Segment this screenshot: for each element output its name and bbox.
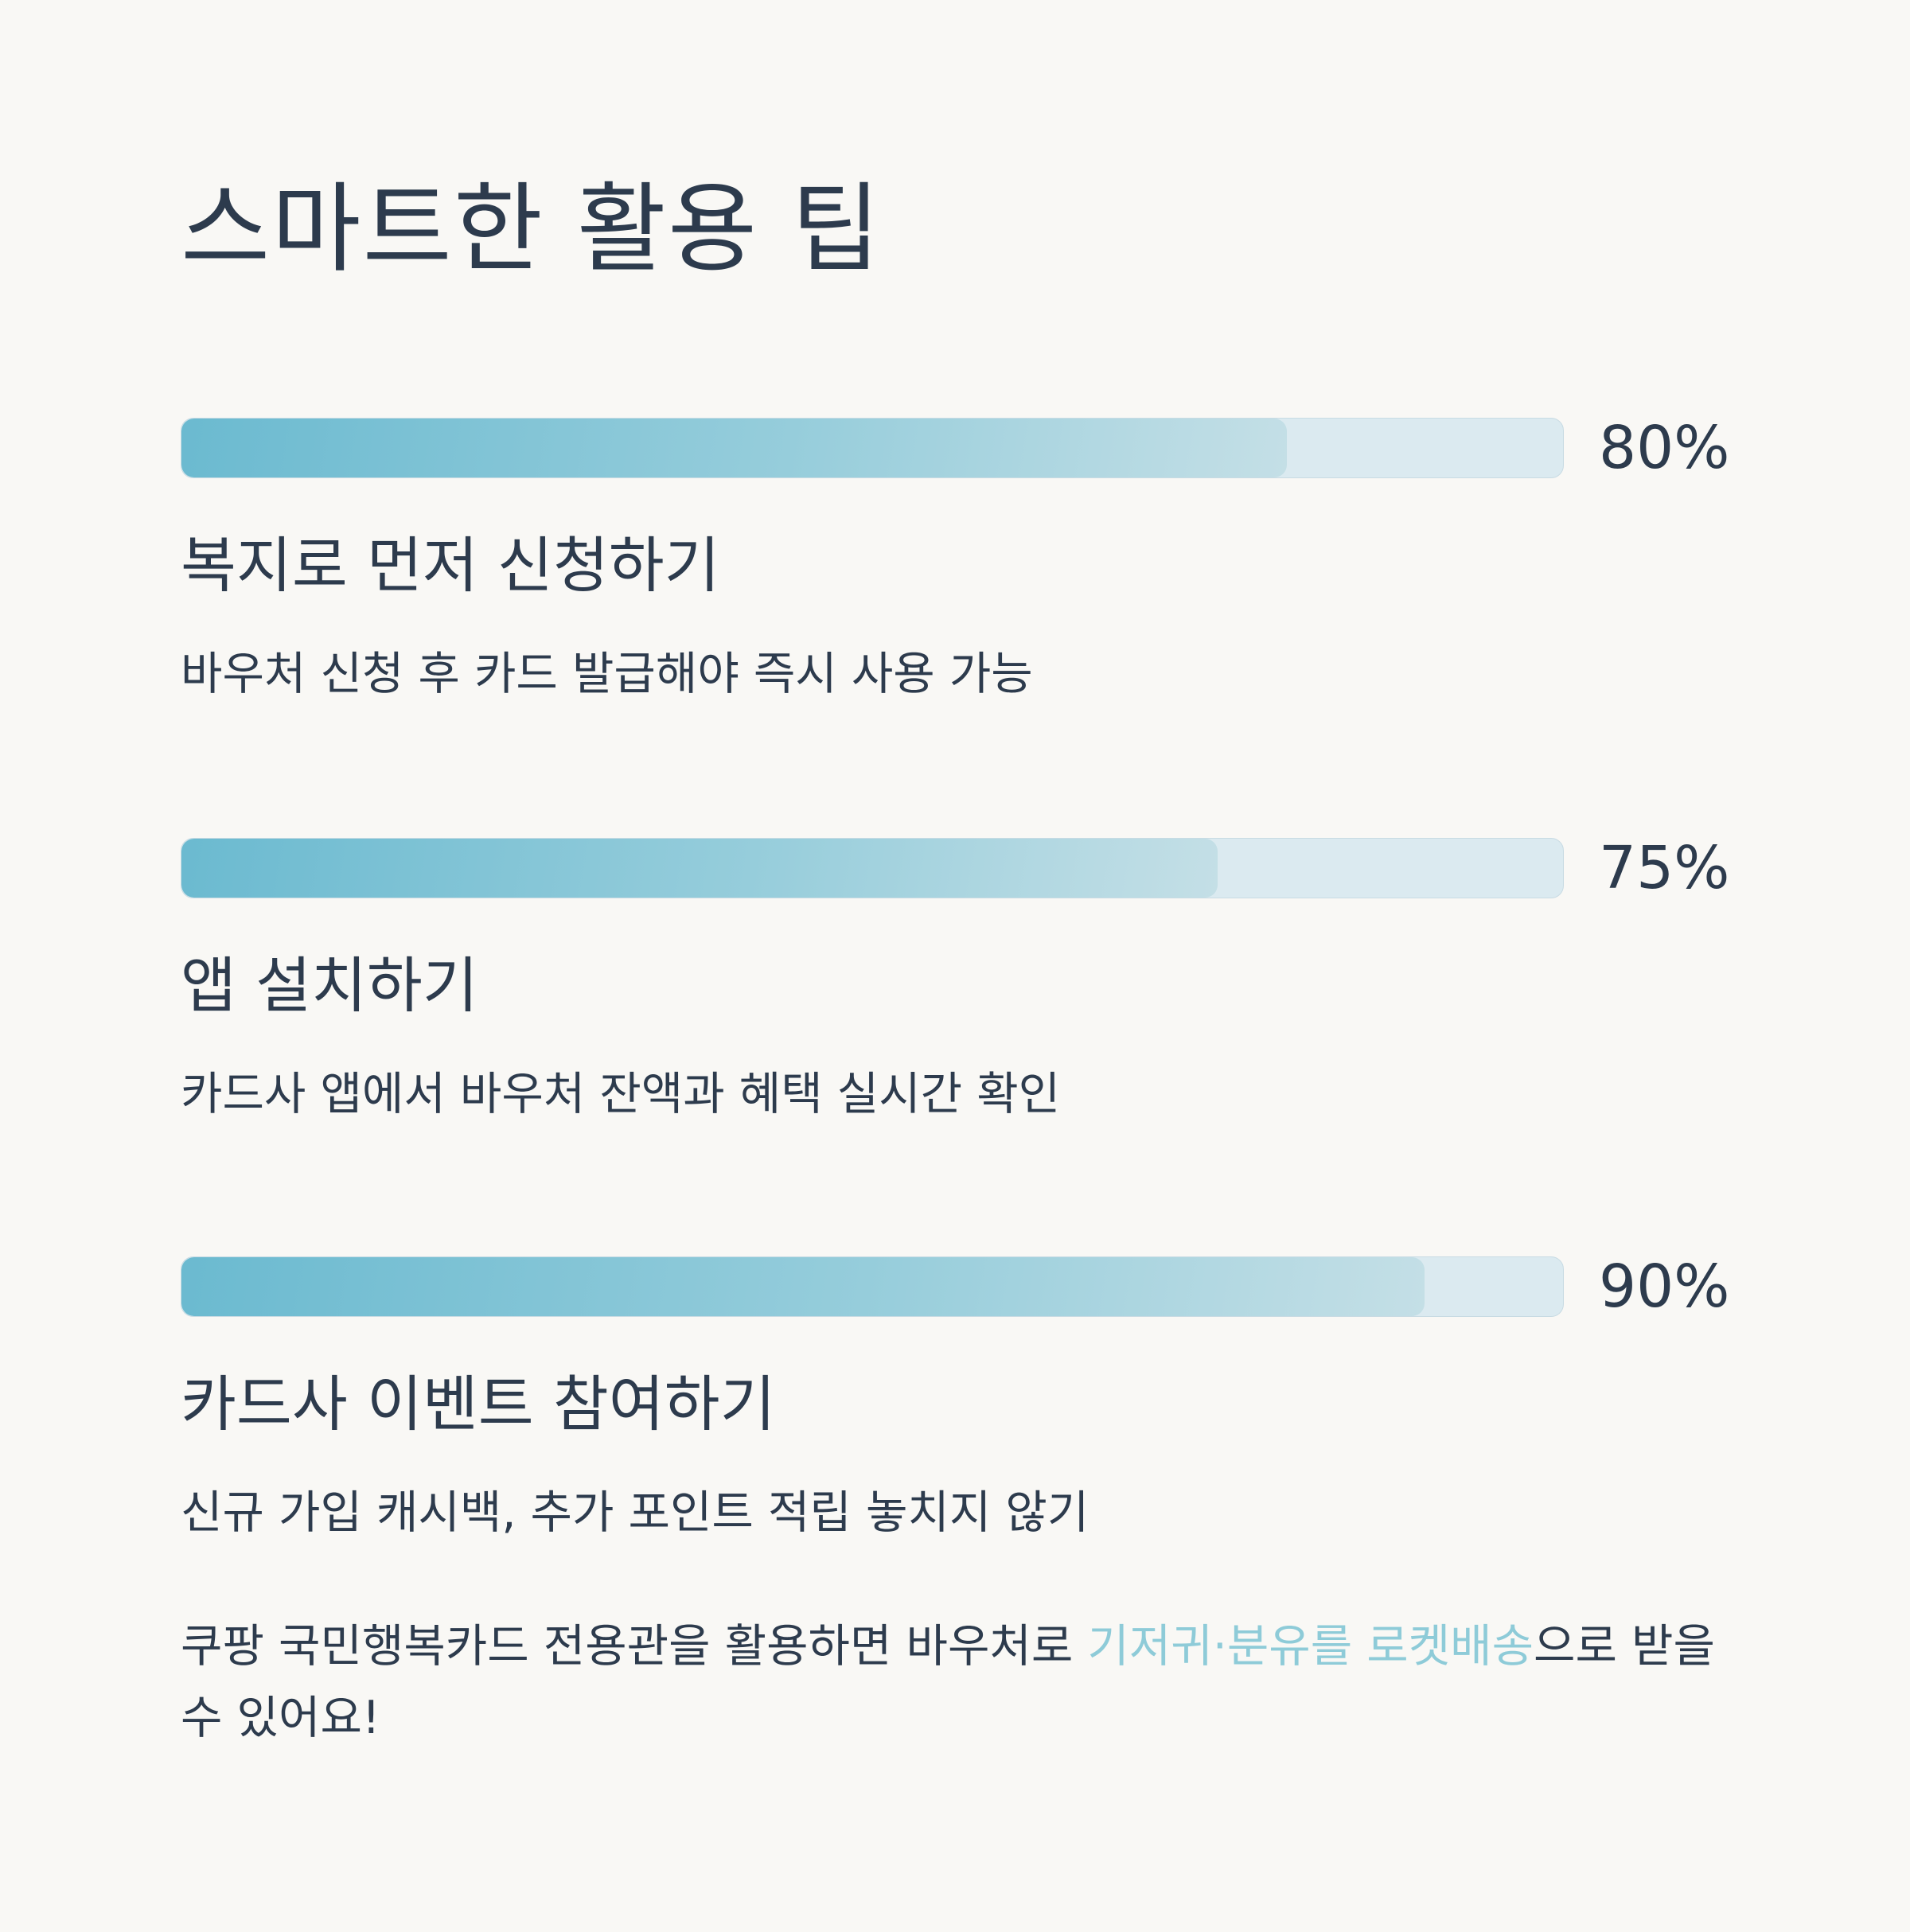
progress-fill	[181, 839, 1218, 898]
footer-note: 쿠팡 국민행복카드 전용관을 활용하면 바우처로 기저귀·분유를 로켓배송으로 …	[181, 1611, 1740, 1754]
footer-text-after: 으로 받을 수 있어요!	[181, 1620, 1715, 1744]
footer-highlight: 기저귀·분유를 로켓배송	[1087, 1620, 1534, 1673]
tip-card-2: 75% 앱 설치하기 카드사 앱에서 바우처 잔액과 혜택 실시간 확인	[181, 834, 1740, 1120]
progress-percent: 90%	[1599, 1252, 1730, 1321]
progress-track	[181, 1256, 1564, 1317]
tip-title: 복지로 먼저 신청하기	[181, 530, 720, 601]
tip-card-3: 90% 카드사 이벤트 참여하기 신규 가입 캐시백, 추가 포인트 적립 놓치…	[181, 1252, 1740, 1539]
tip-card-1: 80% 복지로 먼저 신청하기 바우처 신청 후 카드 발급해야 즉시 사용 가…	[181, 414, 1740, 700]
tip-description: 바우처 신청 후 카드 발급해야 즉시 사용 가능	[181, 648, 1033, 700]
progress-row: 90%	[181, 1252, 1740, 1321]
progress-track	[181, 838, 1564, 898]
page-title: 스마트한 활용 팁	[181, 173, 883, 286]
footer-text-before: 쿠팡 국민행복카드 전용관을 활용하면 바우처로	[181, 1620, 1088, 1673]
tip-description: 신규 가입 캐시백, 추가 포인트 적립 놓치지 않기	[181, 1486, 1089, 1539]
progress-fill	[181, 419, 1287, 477]
tip-title: 앱 설치하기	[181, 950, 478, 1021]
progress-percent: 80%	[1599, 414, 1730, 482]
progress-percent: 75%	[1599, 834, 1730, 902]
progress-row: 75%	[181, 834, 1740, 902]
progress-track	[181, 418, 1564, 478]
progress-fill	[181, 1257, 1425, 1316]
tip-title: 카드사 이벤트 참여하기	[181, 1369, 776, 1439]
progress-row: 80%	[181, 414, 1740, 482]
tip-description: 카드사 앱에서 바우처 잔액과 혜택 실시간 확인	[181, 1068, 1061, 1120]
